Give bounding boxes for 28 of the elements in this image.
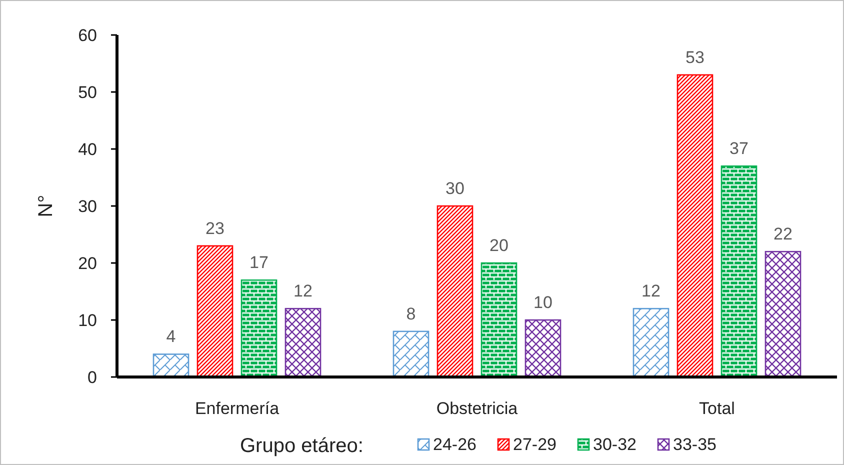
data-label: 12: [294, 282, 312, 301]
y-tick-label: 10: [78, 310, 97, 330]
data-label: 10: [534, 293, 552, 312]
x-tick-label: Obstetricia: [436, 399, 518, 418]
data-label: 53: [686, 48, 704, 67]
data-label: 23: [206, 218, 224, 238]
x-tick-label: Enfermería: [194, 399, 280, 418]
legend-label: 33-35: [673, 435, 716, 454]
data-label: 20: [490, 236, 508, 255]
y-tick-label: 60: [78, 26, 97, 45]
data-label: 22: [774, 224, 792, 244]
legend-label: 24-26: [433, 435, 476, 454]
data-label: 17: [250, 253, 268, 272]
legend-label: 30-32: [593, 435, 636, 454]
data-label: 8: [406, 304, 416, 324]
data-label: 37: [730, 139, 748, 158]
y-axis-title: N°: [35, 194, 57, 218]
y-tick-label: 20: [78, 254, 97, 273]
data-label: 4: [166, 327, 176, 346]
y-tick-label: 50: [78, 82, 97, 102]
data-label: 12: [642, 282, 660, 301]
data-label: 30: [446, 179, 464, 198]
x-tick-label: Total: [699, 399, 735, 418]
legend-title: Grupo etáreo:: [240, 435, 364, 457]
y-tick-label: 0: [88, 368, 97, 387]
y-tick-label: 30: [78, 196, 97, 216]
y-tick-label: 40: [78, 140, 97, 159]
legend-label: 27-29: [513, 435, 556, 454]
